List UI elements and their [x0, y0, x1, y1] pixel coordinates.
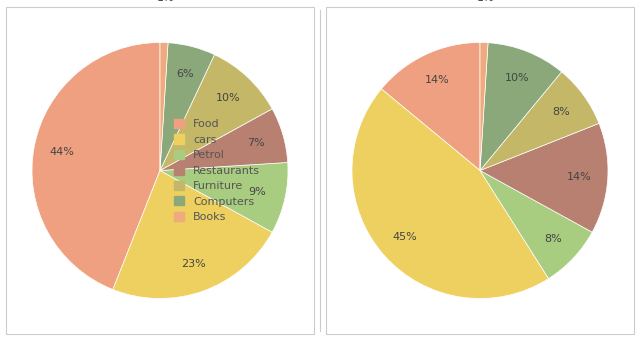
- Text: 7%: 7%: [247, 138, 265, 148]
- Text: 8%: 8%: [552, 107, 570, 117]
- Text: 9%: 9%: [248, 187, 266, 197]
- Wedge shape: [160, 162, 288, 232]
- Wedge shape: [480, 43, 488, 170]
- Wedge shape: [480, 123, 608, 232]
- Wedge shape: [113, 170, 272, 298]
- Title: 1996: 1996: [495, 0, 541, 3]
- Text: 6%: 6%: [176, 69, 194, 79]
- Wedge shape: [160, 43, 168, 170]
- Text: 44%: 44%: [49, 147, 74, 157]
- Text: 8%: 8%: [544, 234, 562, 244]
- Wedge shape: [480, 72, 599, 170]
- Text: 1%: 1%: [157, 0, 174, 3]
- Title: 1966: 1966: [175, 0, 221, 3]
- Wedge shape: [160, 43, 214, 170]
- Wedge shape: [480, 170, 592, 279]
- Wedge shape: [32, 43, 160, 290]
- Wedge shape: [352, 89, 548, 298]
- Text: 1%: 1%: [477, 0, 494, 3]
- Text: 45%: 45%: [393, 232, 417, 241]
- Text: 10%: 10%: [504, 73, 529, 83]
- Text: 10%: 10%: [216, 93, 241, 103]
- Wedge shape: [480, 43, 561, 170]
- Text: 14%: 14%: [425, 75, 450, 85]
- Text: 14%: 14%: [567, 172, 592, 182]
- Wedge shape: [381, 43, 480, 170]
- Wedge shape: [160, 109, 288, 170]
- Legend: Food, cars, Petrol, Restaurants, Furniture, Computers, Books: Food, cars, Petrol, Restaurants, Furnitu…: [172, 117, 262, 224]
- Wedge shape: [160, 55, 272, 170]
- Text: 23%: 23%: [182, 260, 206, 269]
